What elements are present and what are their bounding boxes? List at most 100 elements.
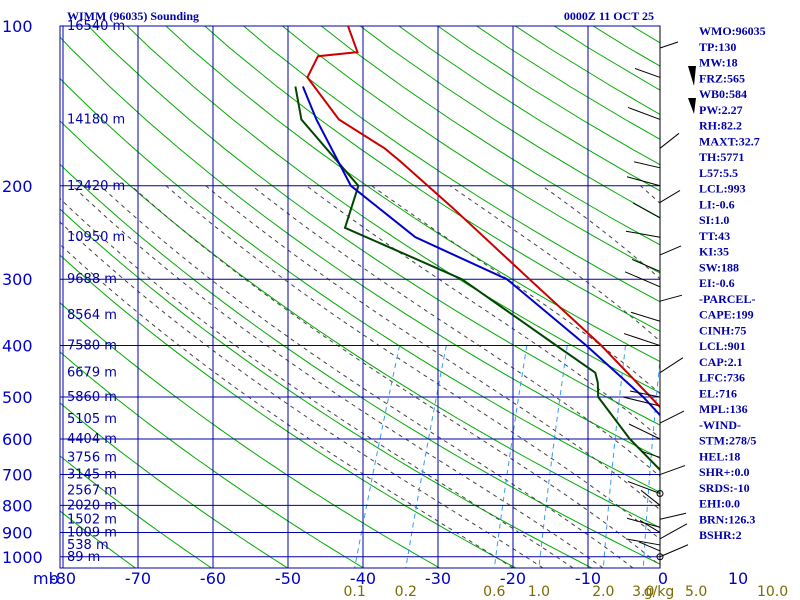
wind-barb xyxy=(640,489,661,506)
wind-pennant xyxy=(688,66,696,86)
wind-barb xyxy=(622,396,661,407)
sounding-index: L57:5.5 xyxy=(699,166,738,180)
temperature-profile xyxy=(306,26,660,409)
sounding-index: MW:18 xyxy=(699,56,738,70)
temperature-tick-label: 10 xyxy=(728,569,748,588)
sounding-index: STM:278/5 xyxy=(699,434,756,448)
wind-barb xyxy=(623,333,661,347)
pressure-tick-label: 200 xyxy=(2,177,33,196)
dry-adiabat-line xyxy=(60,36,660,459)
dry-adiabat-line xyxy=(87,26,660,426)
wind-barb xyxy=(659,190,681,203)
mixing-ratio-tick-label: 2.0 xyxy=(592,584,614,600)
height-label: 2567 m xyxy=(67,483,117,498)
height-label: 3145 m xyxy=(67,468,117,483)
mixing-ratio-tick-label: 10.0 xyxy=(757,584,788,600)
mixing-ratio-unit: g/kg xyxy=(644,584,675,600)
pressure-tick-label: 900 xyxy=(2,523,33,542)
mixing-ratio-line xyxy=(405,345,447,568)
temperature-tick-label: 0 xyxy=(658,569,668,588)
height-label: 89 m xyxy=(67,550,100,565)
sounding-index: LI:-0.6 xyxy=(699,197,735,211)
dry-adiabat-line xyxy=(204,26,660,332)
moist-adiabat-line xyxy=(205,185,660,511)
wind-barb xyxy=(659,465,686,476)
height-label: 4404 m xyxy=(67,432,117,447)
wind-barb xyxy=(659,410,685,424)
sounding-index: HEL:18 xyxy=(699,449,740,463)
dry-adiabat-line xyxy=(60,455,212,568)
sounding-index: LCL:993 xyxy=(699,182,746,196)
dry-adiabat-line xyxy=(242,26,660,303)
mixing-ratio-tick-label: 5.0 xyxy=(685,584,707,600)
dry-adiabat-line xyxy=(320,26,660,246)
sounding-index: CINH:75 xyxy=(699,323,746,337)
sounding-index: EI:-0.6 xyxy=(699,276,735,290)
wind-barb xyxy=(625,230,661,238)
wind-barb xyxy=(630,311,661,322)
sounding-index: CAPE:199 xyxy=(699,308,754,322)
pressure-tick-label: 400 xyxy=(2,337,33,356)
sounding-index: SI:1.0 xyxy=(699,213,729,227)
pressure-tick-label: 1000 xyxy=(2,548,43,567)
mixing-ratio-line xyxy=(354,345,401,568)
temperature-tick-label: -20 xyxy=(500,569,526,588)
sounding-index: MPL:136 xyxy=(699,402,748,416)
sounding-index: FRZ:565 xyxy=(699,71,745,85)
dry-adiabat-line xyxy=(60,254,516,568)
sounding-index: CAP:2.1 xyxy=(699,355,743,369)
sounding-index: KI:35 xyxy=(699,245,729,259)
moist-adiabat-line xyxy=(165,185,660,540)
height-label: 1502 m xyxy=(67,512,117,527)
wind-barb xyxy=(659,523,688,540)
dry-adiabat-line xyxy=(281,26,660,274)
mixing-ratio-line xyxy=(538,345,568,568)
chart-title: WIMM (96035) Sounding xyxy=(67,9,199,23)
dry-adiabat-line xyxy=(60,163,660,565)
wind-pennant xyxy=(688,98,696,114)
temperature-tick-label: -40 xyxy=(350,569,376,588)
mixing-ratio-lines xyxy=(354,345,660,568)
temperature-tick-label: -10 xyxy=(575,569,601,588)
wind-barb xyxy=(629,390,661,398)
wind-barb xyxy=(631,258,661,272)
wind-barb xyxy=(659,245,682,256)
sounding-index: TH:5771 xyxy=(699,150,744,164)
wind-barb xyxy=(627,106,661,120)
temperature-tick-label: -50 xyxy=(275,569,301,588)
mixing-ratio-tick-label: 0.2 xyxy=(395,584,417,600)
sounding-index: TP:130 xyxy=(699,40,736,54)
dry-adiabat-line xyxy=(165,26,660,363)
height-label: 12420 m xyxy=(67,179,125,194)
wind-barb xyxy=(638,541,661,552)
temperature-tick-label: -60 xyxy=(200,569,226,588)
sounding-index: PW:2.27 xyxy=(699,103,743,117)
calm-wind-circle xyxy=(656,489,664,497)
pressure-unit: mb xyxy=(33,569,59,588)
sounding-index: BRN:126.3 xyxy=(699,512,755,526)
dry-adiabat-line xyxy=(60,208,593,568)
dry-adiabat-line xyxy=(60,351,364,568)
sounding-index: -WIND- xyxy=(699,418,741,432)
sounding-index: SRDS:-10 xyxy=(699,481,750,495)
sounding-index: EHI:0.0 xyxy=(699,497,740,511)
height-label: 16540 m xyxy=(67,19,125,34)
mixing-ratio-line xyxy=(493,345,528,568)
wind-barb xyxy=(659,294,683,302)
sounding-index: LFC:736 xyxy=(699,371,745,385)
sounding-index: EL:716 xyxy=(699,386,737,400)
axis-labels: 0.10.20.61.02.03.05.010.020.040.0g/kg100… xyxy=(2,17,788,600)
sounding-index: TT:43 xyxy=(699,229,730,243)
wind-barb xyxy=(628,423,661,440)
wind-barb xyxy=(639,520,661,533)
temperature-tick-label: -80 xyxy=(50,569,76,588)
wind-barb xyxy=(632,202,661,219)
height-label: 7580 m xyxy=(67,339,117,354)
wind-barb xyxy=(659,132,680,149)
sounding-index: WMO:96035 xyxy=(699,24,766,38)
dry-adiabat-line xyxy=(126,26,660,394)
height-label: 14180 m xyxy=(67,112,125,127)
mixing-ratio-tick-label: 1.0 xyxy=(528,584,550,600)
